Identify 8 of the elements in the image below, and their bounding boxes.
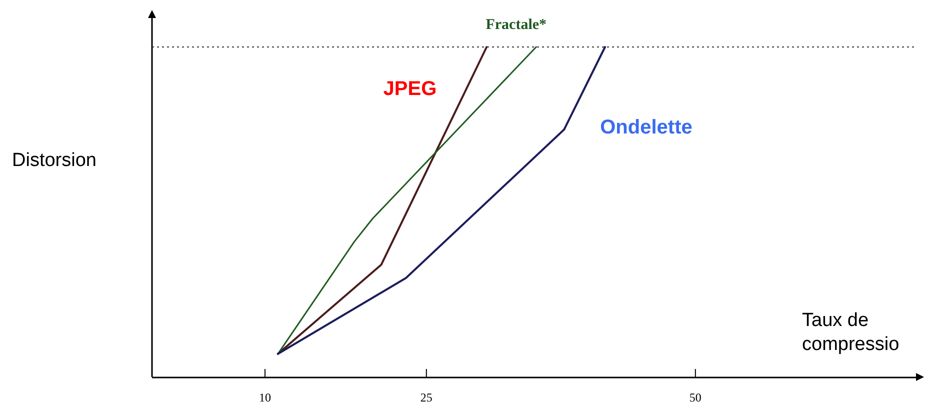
- series-label: JPEG: [383, 78, 437, 100]
- x-axis-title: Taux de compressio: [802, 310, 900, 355]
- y-axis-title: Distorsion: [12, 150, 96, 171]
- series-label: Fractale*: [486, 17, 547, 33]
- x-tick-label: 10: [258, 390, 271, 405]
- x-tick-label: 50: [689, 390, 702, 405]
- series-label: Ondelette: [600, 116, 692, 138]
- x-tick-label: 25: [420, 390, 432, 405]
